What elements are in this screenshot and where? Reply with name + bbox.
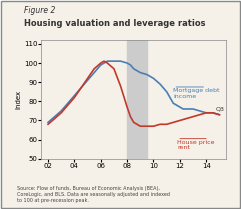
- Text: Figure 2: Figure 2: [24, 6, 55, 15]
- Bar: [127, 40, 147, 159]
- Text: Source: Flow of funds, Bureau of Economic Analysis (BEA),
CoreLogic, and BLS. Da: Source: Flow of funds, Bureau of Economi…: [17, 186, 170, 203]
- Text: Mortgage debt
income: Mortgage debt income: [173, 88, 220, 99]
- Y-axis label: Index: Index: [15, 90, 21, 109]
- Text: Housing valuation and leverage ratios: Housing valuation and leverage ratios: [24, 19, 206, 28]
- Text: Q3: Q3: [215, 107, 224, 111]
- Text: House price
rent: House price rent: [177, 140, 215, 150]
